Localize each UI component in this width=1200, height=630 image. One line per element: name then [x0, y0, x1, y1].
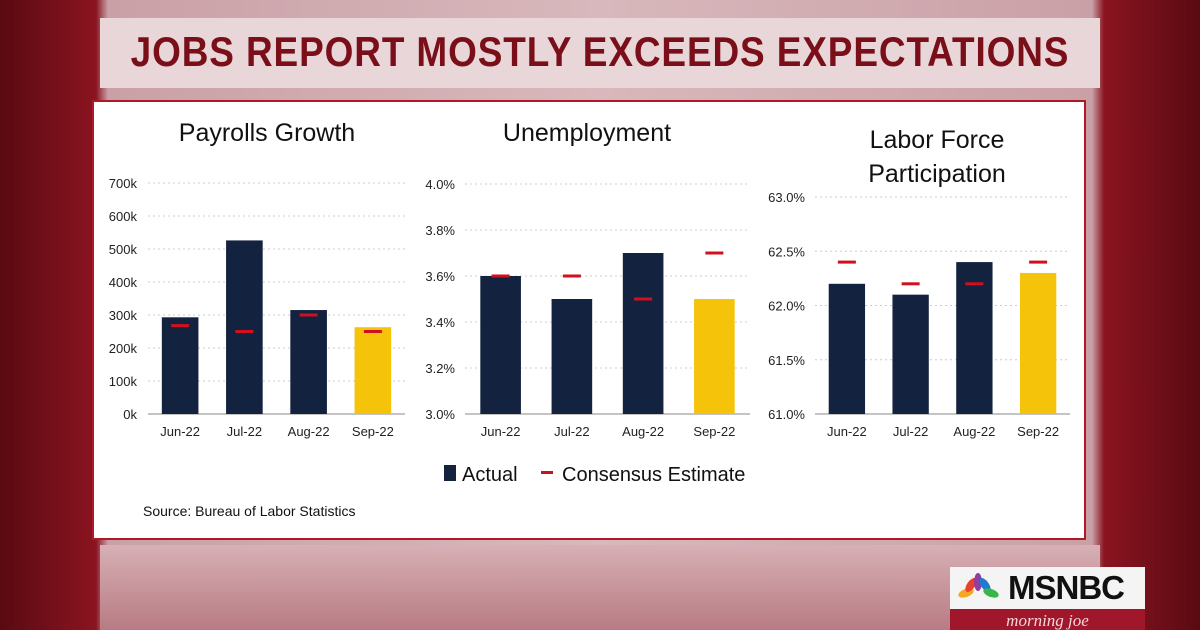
y-tick-label: 3.0% — [425, 407, 455, 422]
background-lower — [100, 545, 1100, 630]
legend-actual-swatch — [444, 465, 456, 481]
estimate-marker — [299, 313, 318, 317]
chart-title-lfpr-line1: Labor Force — [870, 126, 1005, 154]
y-tick-label: 61.5% — [768, 353, 805, 368]
bar-actual — [892, 294, 929, 414]
msnbc-logo: MSNBC morning joe — [950, 567, 1145, 630]
source-note: Source: Bureau of Labor Statistics — [143, 503, 355, 519]
headline: JOBS REPORT MOSTLY EXCEEDS EXPECTATIONS — [130, 28, 1070, 75]
chart-title-lfpr-line2: Participation — [868, 160, 1006, 188]
x-tick-label: Jun-22 — [160, 424, 200, 439]
x-tick-label: Aug-22 — [622, 424, 664, 439]
estimate-marker — [562, 274, 581, 278]
estimate-marker — [363, 330, 382, 333]
bar-actual — [354, 327, 392, 414]
bar-actual — [290, 310, 327, 414]
estimate-marker — [1029, 260, 1048, 264]
y-tick-label: 3.4% — [425, 315, 455, 330]
x-tick-label: Aug-22 — [288, 424, 330, 439]
headline-band — [100, 18, 1100, 88]
x-tick-label: Jul-22 — [893, 424, 928, 439]
y-tick-label: 200k — [109, 341, 138, 356]
y-tick-label: 3.8% — [425, 223, 455, 238]
estimate-marker — [965, 282, 984, 286]
bar-actual — [161, 317, 199, 414]
y-tick-label: 62.5% — [768, 244, 805, 259]
bar-actual — [480, 276, 521, 414]
logo-brand: MSNBC — [1008, 569, 1125, 606]
y-tick-label: 62.0% — [768, 299, 805, 314]
chart-title-unemployment: Unemployment — [503, 119, 671, 147]
peacock-icon — [958, 573, 999, 598]
estimate-marker — [901, 282, 920, 286]
y-tick-label: 61.0% — [768, 407, 805, 422]
bar-actual — [622, 253, 664, 414]
bar-actual — [694, 299, 735, 414]
y-tick-label: 4.0% — [425, 177, 455, 192]
y-tick-label: 500k — [109, 242, 138, 257]
x-tick-label: Sep-22 — [1017, 424, 1059, 439]
estimate-marker — [837, 260, 856, 264]
x-tick-label: Jun-22 — [481, 424, 521, 439]
x-tick-label: Sep-22 — [693, 424, 735, 439]
legend-estimate-swatch — [541, 471, 553, 474]
legend-estimate-label: Consensus Estimate — [562, 464, 745, 486]
y-tick-label: 400k — [109, 275, 138, 290]
x-tick-label: Jun-22 — [827, 424, 867, 439]
x-tick-label: Jul-22 — [227, 424, 262, 439]
y-tick-label: 700k — [109, 176, 138, 191]
y-tick-label: 600k — [109, 209, 138, 224]
estimate-marker — [235, 330, 254, 333]
y-tick-label: 3.6% — [425, 269, 455, 284]
y-tick-label: 0k — [123, 407, 137, 422]
legend-actual-label: Actual — [462, 464, 518, 486]
bar-actual — [956, 262, 993, 414]
estimate-marker — [705, 251, 724, 255]
estimate-marker — [171, 324, 190, 328]
x-tick-label: Jul-22 — [554, 424, 589, 439]
chart-title-payrolls: Payrolls Growth — [179, 119, 355, 147]
bar-actual — [226, 240, 263, 414]
x-tick-label: Aug-22 — [953, 424, 995, 439]
estimate-marker — [634, 297, 653, 301]
y-tick-label: 100k — [109, 374, 138, 389]
y-tick-label: 3.2% — [425, 361, 455, 376]
y-tick-label: 63.0% — [768, 190, 805, 205]
y-tick-label: 300k — [109, 308, 138, 323]
bar-actual — [551, 299, 593, 414]
logo-show: morning joe — [950, 609, 1145, 630]
bar-actual — [1019, 272, 1057, 414]
x-tick-label: Sep-22 — [352, 424, 394, 439]
estimate-marker — [491, 274, 510, 278]
bar-actual — [828, 283, 866, 414]
